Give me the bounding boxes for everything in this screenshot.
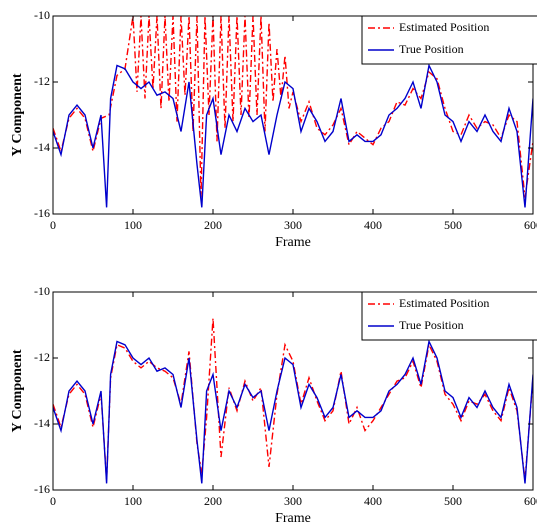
x-tick-label: 200 [204, 218, 222, 232]
x-tick-label: 400 [364, 218, 382, 232]
legend-box [361, 15, 537, 65]
y-tick-label: -12 [34, 74, 50, 88]
plot-area [53, 318, 533, 484]
x-tick-label: 300 [284, 494, 302, 508]
y-tick-label: -10 [34, 8, 50, 22]
legend-label: Estimated Position [399, 296, 489, 310]
legend-box [361, 291, 537, 341]
x-tick-label: 0 [50, 218, 56, 232]
plot-area [53, 16, 533, 208]
y-tick-label: -16 [34, 482, 50, 496]
x-tick-label: 600 [524, 218, 537, 232]
x-tick-label: 200 [204, 494, 222, 508]
data-line [53, 339, 533, 484]
data-line [53, 63, 533, 208]
y-tick-label: -14 [34, 416, 50, 430]
x-tick-label: 400 [364, 494, 382, 508]
x-tick-label: 600 [524, 494, 537, 508]
x-axis-label: Frame [275, 235, 311, 250]
x-tick-label: 300 [284, 218, 302, 232]
legend-label: True Position [399, 318, 464, 332]
x-tick-label: 500 [444, 218, 462, 232]
y-axis-label: Y Component [10, 349, 25, 432]
x-tick-label: 100 [124, 218, 142, 232]
y-tick-label: -10 [34, 284, 50, 298]
legend-label: True Position [399, 42, 464, 56]
data-line [53, 318, 533, 481]
y-axis-label: Y Component [10, 73, 25, 156]
y-tick-label: -14 [34, 140, 50, 154]
x-axis-label: Frame [275, 511, 311, 526]
x-tick-label: 100 [124, 494, 142, 508]
x-tick-label: 0 [50, 494, 56, 508]
y-tick-label: -16 [34, 206, 50, 220]
y-tick-label: -12 [34, 350, 50, 364]
x-tick-label: 500 [444, 494, 462, 508]
legend-label: Estimated Position [399, 20, 489, 34]
